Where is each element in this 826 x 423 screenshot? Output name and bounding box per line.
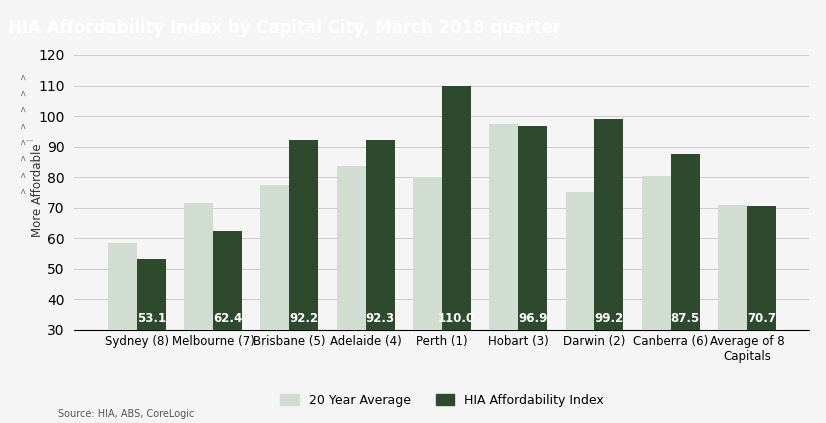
Bar bbox=[260, 185, 289, 422]
Text: Source: HIA, ABS, CoreLogic: Source: HIA, ABS, CoreLogic bbox=[58, 409, 194, 419]
Text: >: > bbox=[19, 105, 27, 112]
Bar bbox=[107, 243, 137, 422]
Text: HIA Affordability Index by Capital City, March 2018 quarter: HIA Affordability Index by Capital City,… bbox=[8, 19, 561, 37]
Text: >: > bbox=[19, 170, 27, 178]
Text: 99.2: 99.2 bbox=[595, 312, 624, 325]
Text: 70.7: 70.7 bbox=[747, 312, 776, 325]
Bar bbox=[137, 259, 166, 422]
Bar bbox=[213, 231, 242, 422]
Bar bbox=[518, 126, 547, 422]
Text: |: | bbox=[26, 138, 33, 141]
Bar bbox=[642, 176, 671, 422]
Bar bbox=[566, 192, 595, 422]
Text: 92.3: 92.3 bbox=[366, 312, 395, 325]
Bar bbox=[595, 118, 624, 422]
Bar bbox=[413, 177, 442, 422]
Bar bbox=[337, 167, 366, 422]
Text: 87.5: 87.5 bbox=[671, 312, 700, 325]
Text: 110.0: 110.0 bbox=[438, 312, 475, 325]
Text: >: > bbox=[19, 154, 27, 161]
Bar bbox=[366, 140, 395, 422]
Legend: 20 Year Average, HIA Affordability Index: 20 Year Average, HIA Affordability Index bbox=[275, 389, 609, 412]
Text: 62.4: 62.4 bbox=[213, 312, 242, 325]
Bar bbox=[489, 124, 518, 422]
Text: >: > bbox=[19, 73, 27, 80]
Bar bbox=[671, 154, 700, 422]
Text: >: > bbox=[19, 138, 27, 145]
Text: 53.1: 53.1 bbox=[136, 312, 166, 325]
Text: 96.9: 96.9 bbox=[518, 312, 548, 325]
Text: >: > bbox=[19, 121, 27, 129]
Text: More Affordable: More Affordable bbox=[31, 143, 44, 237]
Bar bbox=[184, 203, 213, 422]
Text: >: > bbox=[19, 89, 27, 96]
Bar bbox=[718, 205, 747, 422]
Text: >: > bbox=[19, 187, 27, 194]
Bar bbox=[747, 206, 776, 422]
Text: 92.2: 92.2 bbox=[289, 312, 318, 325]
Bar bbox=[442, 85, 471, 422]
Bar bbox=[289, 140, 318, 422]
